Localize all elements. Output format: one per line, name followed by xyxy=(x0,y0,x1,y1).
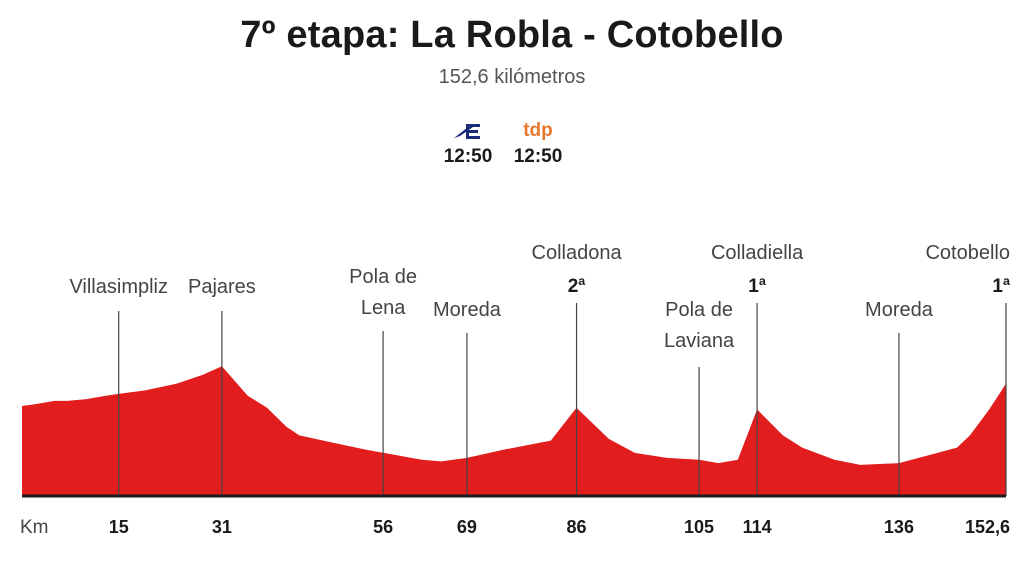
place-label: Pajares xyxy=(188,276,256,298)
stage-distance: 152,6 kilómetros xyxy=(438,66,586,88)
elevation-area xyxy=(22,366,1006,496)
tdp-logo: tdp xyxy=(523,120,553,141)
climb-category: 1ª xyxy=(748,276,767,297)
place-label: Colladiella xyxy=(711,242,804,264)
place-label: Villasimpliz xyxy=(69,276,168,298)
x-axis-label: Km xyxy=(20,517,49,538)
x-tick-label: 69 xyxy=(457,517,477,537)
broadcast-time: 12:50 xyxy=(513,146,563,167)
place-label: Lena xyxy=(361,297,406,319)
x-tick-label: 152,6 xyxy=(965,517,1010,537)
place-label: Laviana xyxy=(664,330,735,352)
broadcast-time: 12:50 xyxy=(443,146,493,167)
x-tick-label: 114 xyxy=(743,517,772,537)
place-label: Pola de xyxy=(349,266,417,288)
x-tick-label: 105 xyxy=(684,517,714,537)
broadcaster-tdp: tdp 12:50 xyxy=(503,118,573,168)
x-tick-label: 136 xyxy=(884,517,914,537)
place-label: Moreda xyxy=(865,299,934,321)
eurosport-icon xyxy=(433,118,503,144)
x-tick-label: 15 xyxy=(109,517,129,537)
place-label: Moreda xyxy=(433,299,502,321)
x-tick-label: 86 xyxy=(567,517,587,537)
place-label: Pola de xyxy=(665,299,733,321)
climb-category: 1ª xyxy=(992,276,1011,297)
stage-title: 7º etapa: La Robla - Cotobello xyxy=(240,14,784,56)
place-label: Cotobello xyxy=(925,242,1010,264)
place-label: Colladona xyxy=(532,242,623,264)
x-tick-label: 31 xyxy=(212,517,232,537)
climb-category: 2ª xyxy=(568,276,587,297)
x-tick-label: 56 xyxy=(373,517,393,537)
broadcaster-eurosport: 12:50 xyxy=(433,118,503,168)
